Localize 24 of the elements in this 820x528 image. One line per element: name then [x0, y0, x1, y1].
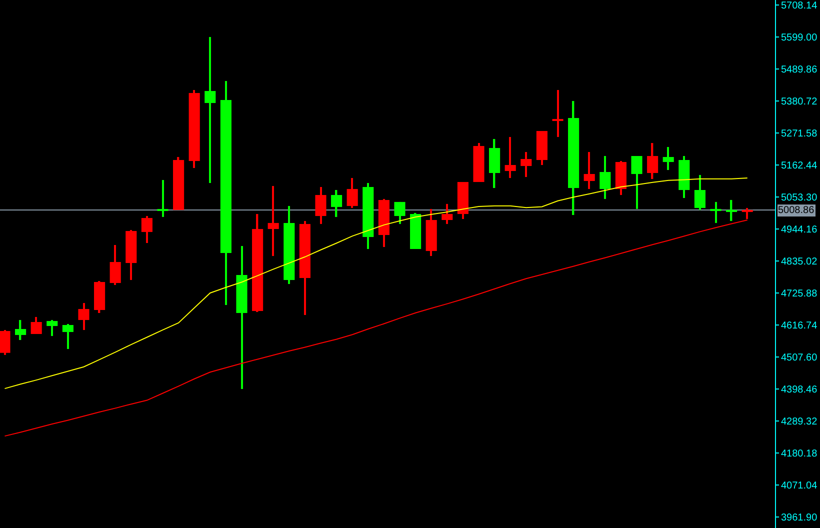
candlestick — [204, 37, 216, 183]
candlestick — [710, 202, 722, 223]
ref-line-label: 5008.86 — [778, 205, 815, 216]
candlestick — [157, 180, 168, 217]
line-series — [4, 178, 748, 390]
y-tick-label: 4835.02 — [781, 256, 818, 268]
y-tick-label: 4071.04 — [781, 480, 818, 492]
y-tick-label: 4289.32 — [781, 416, 818, 428]
y-tick-label: 5599.00 — [781, 32, 818, 44]
candlestick — [552, 90, 564, 137]
y-tick-label: 4180.18 — [781, 448, 818, 460]
y-tick-label: 4616.74 — [781, 320, 818, 332]
y-tick-label: 4398.46 — [781, 384, 818, 396]
y-tick-label: 4944.16 — [781, 224, 818, 236]
y-tick-label: 5708.14 — [781, 0, 818, 12]
y-tick-label: 5380.72 — [781, 96, 818, 108]
y-tick-label: 5162.44 — [781, 160, 818, 172]
y-tick-label: 4725.88 — [781, 288, 818, 300]
y-tick-label: 5489.86 — [781, 64, 818, 76]
y-tick-label: 3961.90 — [781, 512, 818, 524]
y-tick-label: 5271.58 — [781, 128, 818, 140]
y-tick-label: 5053.30 — [781, 192, 818, 204]
y-tick-label: 4507.60 — [781, 352, 818, 364]
candlestick — [268, 186, 279, 256]
